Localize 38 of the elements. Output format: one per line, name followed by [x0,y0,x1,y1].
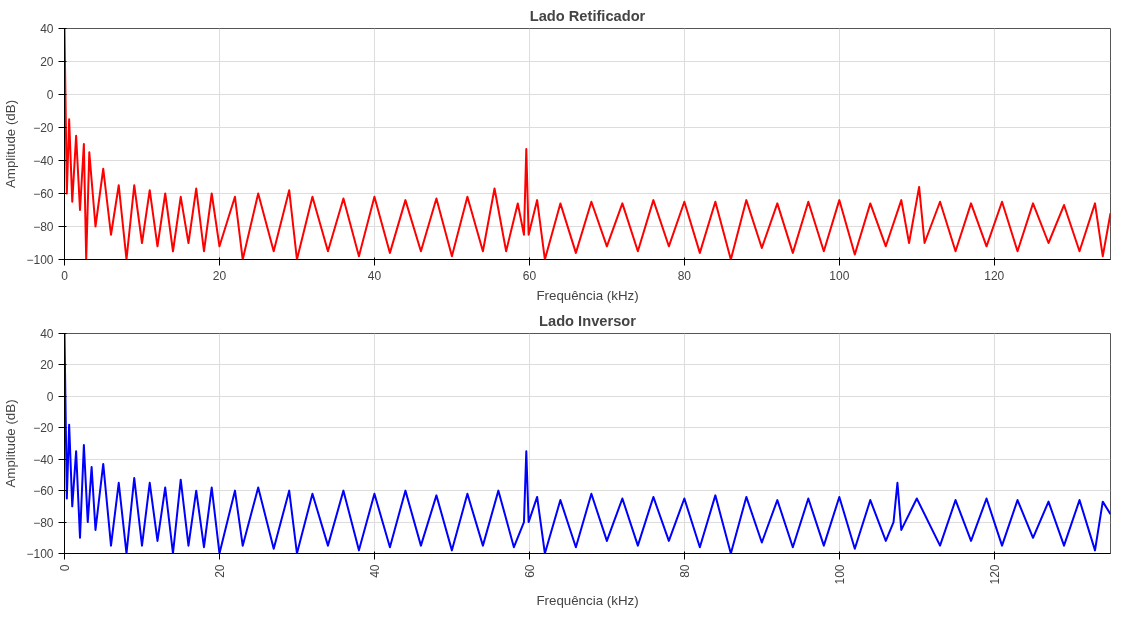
y-tick-label: −80 [33,220,54,234]
y-tick-label: −40 [33,154,54,168]
x-tick-label: 120 [987,564,1002,585]
x-tick-label: 80 [677,564,692,578]
x-tick-label: 40 [367,564,382,578]
y-tick-label: 0 [46,88,54,102]
x-axis-title: Frequência (kHz) [536,592,639,608]
x-tick-label: 60 [522,564,537,578]
x-tick-label: 100 [829,268,850,283]
y-tick-label: 40 [40,22,54,36]
x-tick-label: 100 [832,564,847,585]
x-tick-label: 60 [522,268,537,283]
y-tick-label: −80 [33,515,54,530]
y-tick-label: −60 [33,484,54,499]
line-series [64,28,1111,260]
y-tick-label: 0 [46,389,54,404]
x-axis-title: Frequência (kHz) [536,287,639,303]
x-tick-label: 80 [677,268,692,283]
y-tick-label: −40 [33,452,54,467]
y-axis-title: Amplitude (dB) [3,99,19,189]
x-tick-label: 20 [212,268,227,283]
x-tick-label: 40 [367,268,382,283]
line-series [64,333,1111,554]
y-tick-label: 20 [40,55,54,69]
y-axis-title: Amplitude (dB) [3,399,19,488]
y-tick-label: −100 [26,547,54,561]
y-tick-label: 20 [40,358,54,373]
y-tick-label: −20 [33,121,54,135]
y-tick-label: 40 [40,327,54,341]
x-tick-label: 120 [984,268,1005,283]
chart-title: Lado Inversor [539,312,637,329]
y-tick-label: −100 [26,253,54,267]
x-tick-label: 0 [61,268,69,283]
x-tick-label: 0 [58,564,72,572]
chart-title: Lado Retificador [529,7,646,24]
y-tick-label: −20 [33,421,54,436]
x-tick-label: 20 [212,564,227,578]
y-tick-label: −60 [33,187,54,201]
